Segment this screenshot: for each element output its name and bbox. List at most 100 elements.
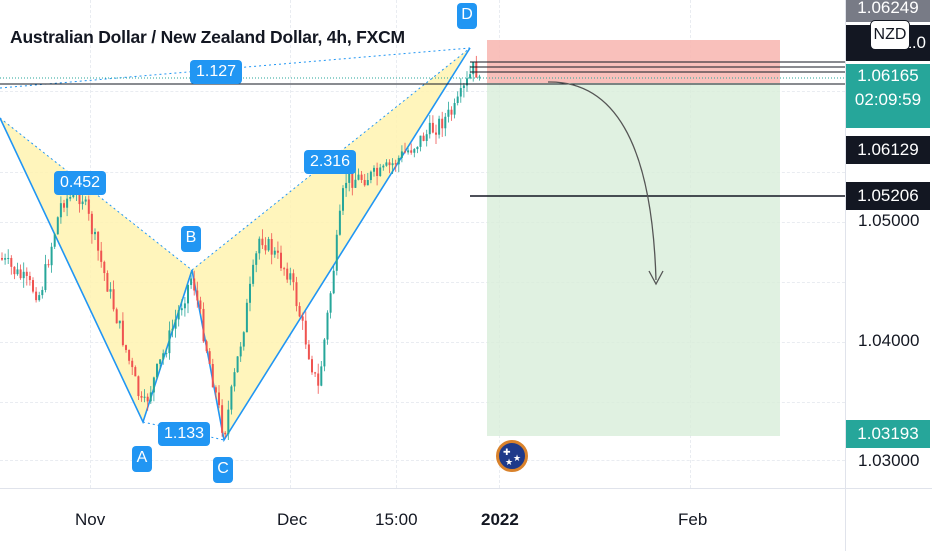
candle-body	[171, 328, 174, 331]
candle-body	[112, 289, 115, 310]
candle-body	[295, 282, 298, 307]
candle-body	[258, 238, 261, 254]
candle-body	[413, 149, 416, 153]
grid-line	[0, 402, 845, 403]
candle-body	[168, 330, 171, 354]
candle-body	[276, 250, 279, 253]
candle-body	[298, 306, 301, 317]
support-price-label: 1.05206	[846, 182, 930, 210]
candle-body	[53, 234, 56, 247]
candle-body	[106, 273, 109, 292]
candle-body	[149, 392, 152, 402]
candle-body	[190, 278, 193, 285]
candle-body	[388, 162, 391, 166]
time-axis[interactable]	[0, 488, 845, 551]
candle-body	[373, 167, 375, 172]
candle-body	[404, 151, 406, 153]
candle-body	[44, 264, 47, 290]
candle-body	[162, 353, 165, 360]
candle-body	[342, 188, 344, 211]
chart-plot-area[interactable]: Australian Dollar / New Zealand Dollar, …	[0, 0, 845, 488]
candle-body	[196, 290, 199, 301]
candle-body	[38, 295, 41, 301]
candle-body	[140, 396, 143, 398]
candle-body	[379, 167, 382, 177]
candle-body	[233, 372, 236, 387]
pattern-bcd-fill	[192, 48, 470, 440]
price-tick: 1.03000	[858, 451, 920, 470]
candle-body	[1, 258, 3, 260]
candle-body	[261, 238, 264, 246]
candle-body	[369, 171, 372, 181]
candle-body	[345, 182, 348, 189]
australia-flag-icon[interactable]: ✚ ★ ★	[496, 440, 528, 472]
candle-body	[109, 289, 112, 292]
candle-body	[441, 118, 444, 129]
candle-body	[87, 199, 90, 214]
pattern-xab-fill	[0, 118, 192, 422]
take-profit-zone[interactable]	[487, 83, 780, 436]
currency-button[interactable]: NZD	[870, 20, 910, 50]
candle-body	[165, 353, 168, 355]
candle-body	[425, 134, 428, 141]
projection-arrow[interactable]	[547, 81, 657, 281]
grid-line	[396, 0, 397, 488]
axis-corner	[845, 488, 932, 551]
candle-body	[354, 179, 357, 188]
current-price-value: 1.06165	[857, 66, 919, 85]
candle-body	[208, 351, 211, 364]
candle-body	[69, 197, 72, 199]
candle-body	[286, 268, 289, 280]
candle-body	[218, 392, 220, 406]
candle-body	[180, 308, 183, 311]
grid-line	[0, 342, 845, 343]
candle-body	[391, 163, 394, 166]
candle-body	[13, 266, 16, 275]
candle-body	[205, 341, 208, 352]
candle-body	[419, 135, 422, 147]
candle-body	[450, 109, 453, 115]
candle-body	[94, 231, 96, 235]
grid-line	[0, 172, 845, 173]
candle-body	[121, 320, 124, 346]
candle-body	[90, 213, 93, 235]
candle-body	[16, 269, 19, 275]
candle-body	[81, 201, 84, 205]
candle-body	[221, 405, 224, 433]
grid-line	[0, 282, 845, 283]
candle-body	[444, 116, 447, 129]
chart-svg	[0, 40, 845, 443]
entry-price-label: 1.06129	[846, 136, 930, 164]
bar-countdown: 02:09:59	[854, 90, 922, 109]
candle-body	[400, 151, 403, 158]
candle-body	[385, 162, 388, 166]
candle-body	[128, 349, 131, 361]
candle-body	[177, 310, 180, 320]
candle-body	[360, 174, 363, 180]
point-a-label[interactable]: A	[132, 446, 152, 472]
ratio-label-ac[interactable]: 1.133	[158, 422, 211, 446]
chart-title: Australian Dollar / New Zealand Dollar, …	[10, 27, 405, 47]
point-b-label[interactable]: B	[181, 226, 201, 252]
ratio-label-xd[interactable]: 1.127	[190, 60, 243, 84]
ratio-label-bd[interactable]: 2.316	[304, 150, 357, 174]
candle-body	[152, 377, 155, 393]
candle-body	[249, 283, 251, 303]
candle-body	[239, 346, 242, 357]
candle-body	[224, 432, 227, 435]
candle-body	[407, 150, 410, 153]
candle-body	[307, 344, 310, 360]
ratio-label-xb[interactable]: 0.452	[54, 171, 107, 195]
time-tick: 15:00	[375, 510, 418, 529]
candle-body	[348, 173, 351, 183]
candle-body	[159, 359, 162, 364]
candle-body	[4, 258, 7, 260]
candle-body	[475, 62, 478, 78]
candle-body	[422, 135, 425, 141]
candle-body	[183, 303, 186, 309]
price-candles	[1, 55, 481, 440]
candle-body	[199, 300, 202, 309]
point-d-label[interactable]: D	[457, 3, 477, 29]
candle-body	[193, 278, 196, 291]
point-c-label[interactable]: C	[213, 457, 233, 483]
